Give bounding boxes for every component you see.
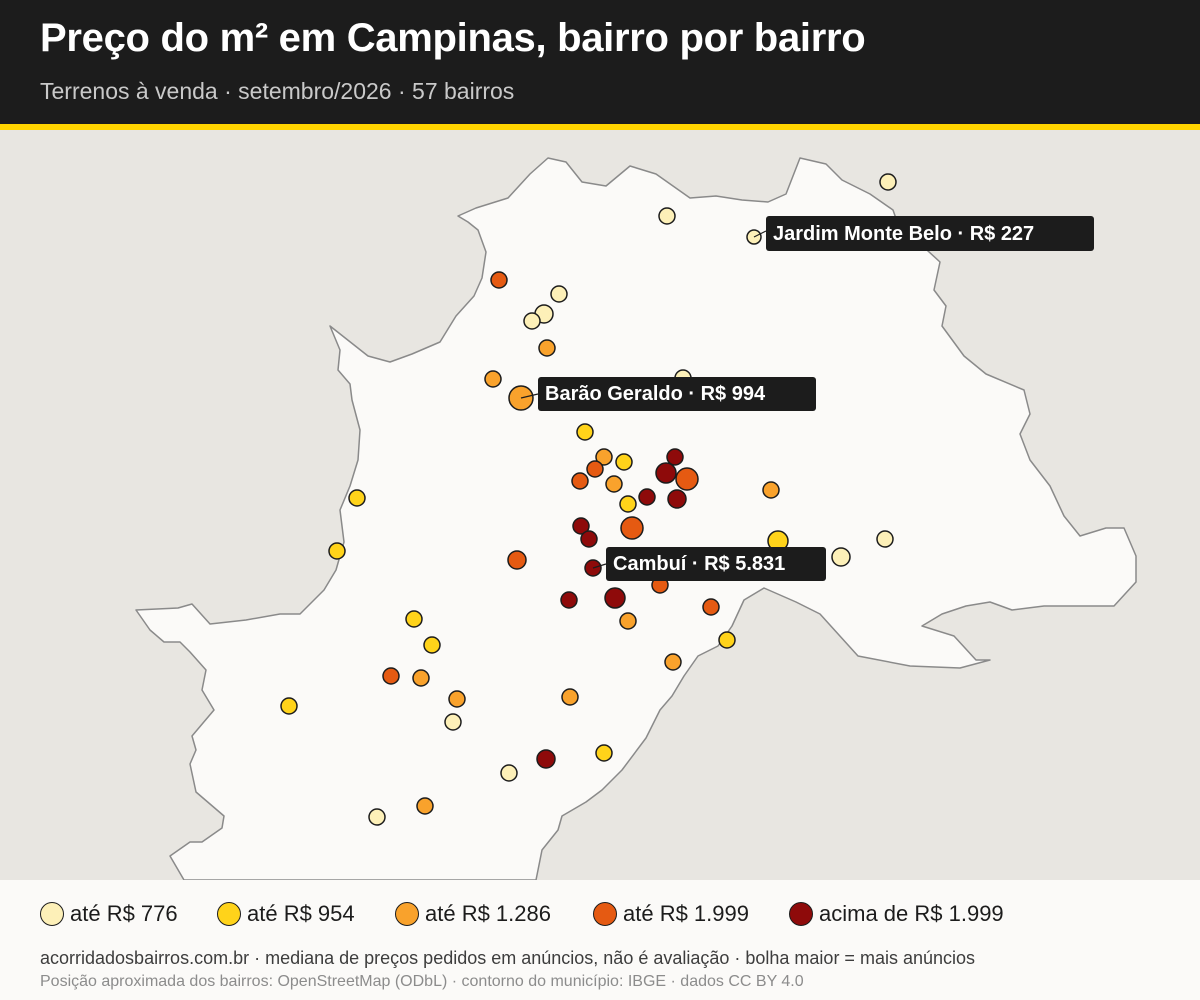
neighborhood-bubble bbox=[595, 448, 613, 466]
callouts: Jardim Monte Belo · R$ 227 Barão Geraldo… bbox=[520, 216, 1094, 581]
neighborhood-bubble bbox=[412, 669, 430, 687]
neighborhood-bubble bbox=[876, 530, 894, 548]
neighborhood-bubble bbox=[536, 749, 556, 769]
neighborhood-points bbox=[280, 173, 897, 826]
legend-item: acima de R$ 1.999 bbox=[789, 900, 1004, 928]
neighborhood-bubble bbox=[718, 631, 736, 649]
legend-swatch bbox=[40, 902, 64, 926]
map-canvas: Jardim Monte Belo · R$ 227 Barão Geraldo… bbox=[135, 157, 1137, 880]
neighborhood-bubble bbox=[638, 488, 656, 506]
footer-source-note: acorridadosbairros.com.br · mediana de p… bbox=[40, 948, 976, 968]
legend-swatch bbox=[789, 902, 813, 926]
legend-label: acima de R$ 1.999 bbox=[819, 901, 1004, 926]
legend-swatch bbox=[593, 902, 617, 926]
legend-swatch bbox=[395, 902, 419, 926]
neighborhood-bubble bbox=[675, 467, 699, 491]
neighborhood-bubble bbox=[655, 462, 677, 484]
neighborhood-bubble bbox=[382, 667, 400, 685]
callout-label: Barão Geraldo · R$ 994 bbox=[545, 383, 766, 405]
neighborhood-bubble bbox=[831, 547, 851, 567]
neighborhood-bubble bbox=[664, 653, 682, 671]
legend-item: até R$ 954 bbox=[217, 900, 355, 928]
legend-swatch bbox=[217, 902, 241, 926]
neighborhood-bubble bbox=[666, 448, 684, 466]
neighborhood-bubble bbox=[368, 808, 386, 826]
neighborhood-bubble bbox=[604, 587, 626, 609]
neighborhood-bubble bbox=[405, 610, 423, 628]
neighborhood-bubble bbox=[572, 517, 590, 535]
neighborhood-bubble bbox=[658, 207, 676, 225]
neighborhood-bubble bbox=[667, 489, 687, 509]
legend-label: até R$ 1.286 bbox=[425, 901, 551, 926]
neighborhood-bubble bbox=[580, 530, 598, 548]
neighborhood-bubble bbox=[484, 370, 502, 388]
neighborhood-bubble bbox=[619, 495, 637, 513]
page-title: Preço do m² em Campinas, bairro por bair… bbox=[40, 16, 866, 60]
neighborhood-bubble bbox=[538, 339, 556, 357]
callout-cambui: Cambuí · R$ 5.831 bbox=[592, 547, 826, 581]
neighborhood-bubble bbox=[571, 472, 589, 490]
neighborhood-bubble bbox=[605, 475, 623, 493]
legend-label: até R$ 954 bbox=[247, 901, 355, 926]
map-panel: Jardim Monte Belo · R$ 227 Barão Geraldo… bbox=[0, 130, 1200, 880]
neighborhood-bubble bbox=[423, 636, 441, 654]
callout-label: Jardim Monte Belo · R$ 227 bbox=[773, 223, 1034, 245]
neighborhood-bubble bbox=[550, 285, 568, 303]
legend-item: até R$ 1.999 bbox=[593, 900, 749, 928]
neighborhood-bubble bbox=[619, 612, 637, 630]
callout-barao-geraldo: Barão Geraldo · R$ 994 bbox=[520, 377, 816, 411]
callout-jardim-monte-belo: Jardim Monte Belo · R$ 227 bbox=[753, 216, 1094, 251]
neighborhood-bubble bbox=[348, 489, 366, 507]
neighborhood-bubble bbox=[490, 271, 508, 289]
footer-credits: Posição aproximada dos bairros: OpenStre… bbox=[40, 973, 804, 990]
page-subtitle: Terrenos à venda · setembro/2026 · 57 ba… bbox=[40, 78, 515, 104]
accent-stripe bbox=[0, 124, 1200, 130]
neighborhood-bubble bbox=[561, 688, 579, 706]
neighborhood-bubble bbox=[762, 481, 780, 499]
header-bar: Preço do m² em Campinas, bairro por bair… bbox=[0, 0, 1200, 124]
neighborhood-bubble bbox=[280, 697, 298, 715]
neighborhood-bubble bbox=[615, 453, 633, 471]
neighborhood-bubble bbox=[328, 542, 346, 560]
neighborhood-bubble bbox=[702, 598, 720, 616]
neighborhood-bubble bbox=[444, 713, 462, 731]
neighborhood-bubble bbox=[507, 550, 527, 570]
callout-label: Cambuí · R$ 5.831 bbox=[613, 553, 785, 575]
neighborhood-bubble bbox=[523, 312, 541, 330]
neighborhood-bubble bbox=[576, 423, 594, 441]
neighborhood-bubble bbox=[416, 797, 434, 815]
legend: até R$ 776 até R$ 954 até R$ 1.286 até R… bbox=[0, 880, 1200, 1000]
neighborhood-bubble bbox=[620, 516, 644, 540]
legend-item: até R$ 1.286 bbox=[395, 900, 551, 928]
legend-label: até R$ 776 bbox=[70, 901, 178, 926]
neighborhood-bubble bbox=[560, 591, 578, 609]
neighborhood-bubble bbox=[586, 460, 604, 478]
legend-item: até R$ 776 bbox=[40, 900, 178, 928]
neighborhood-bubble bbox=[500, 764, 518, 782]
neighborhood-bubble bbox=[879, 173, 897, 191]
neighborhood-bubble bbox=[595, 744, 613, 762]
neighborhood-bubble bbox=[448, 690, 466, 708]
legend-label: até R$ 1.999 bbox=[623, 901, 749, 926]
